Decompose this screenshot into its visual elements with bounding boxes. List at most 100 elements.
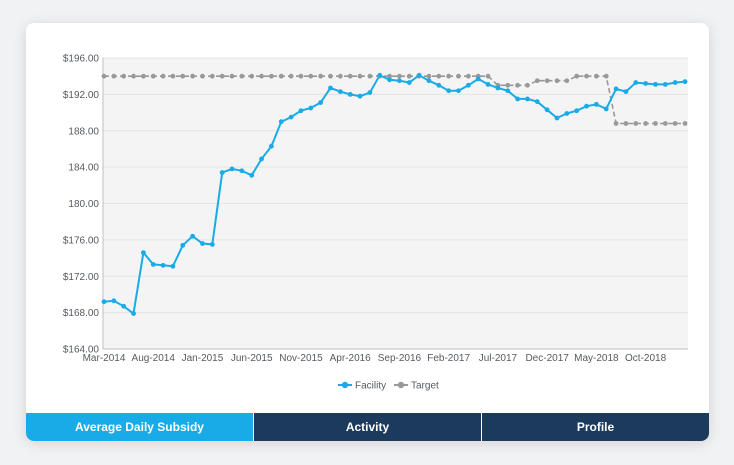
data-point-facility bbox=[436, 82, 442, 88]
legend-label-facility[interactable]: Facility bbox=[355, 381, 386, 392]
x-tick-label: Oct-2018 bbox=[625, 353, 667, 364]
data-point-target bbox=[131, 73, 136, 79]
y-tick-label: 180.00 bbox=[68, 199, 99, 210]
data-point-facility bbox=[682, 79, 688, 85]
data-point-facility bbox=[347, 91, 353, 97]
data-point-target bbox=[209, 73, 215, 79]
data-point-facility bbox=[446, 88, 452, 94]
y-tick-label: $176.00 bbox=[63, 235, 100, 246]
data-point-target bbox=[515, 82, 520, 88]
data-point-facility bbox=[593, 101, 599, 107]
data-point-target bbox=[397, 73, 402, 79]
legend: Facility Target bbox=[338, 381, 439, 392]
data-point-target bbox=[436, 73, 442, 79]
data-point-target bbox=[347, 73, 353, 79]
data-point-facility bbox=[308, 105, 314, 111]
data-point-target bbox=[318, 73, 324, 79]
data-point-target bbox=[229, 73, 235, 79]
data-point-target bbox=[593, 73, 599, 79]
y-tick-label: $196.00 bbox=[63, 54, 100, 65]
data-point-facility bbox=[219, 170, 225, 175]
data-point-target bbox=[367, 73, 373, 79]
data-point-facility bbox=[337, 89, 343, 95]
data-point-facility bbox=[190, 233, 196, 239]
data-point-target bbox=[682, 121, 688, 126]
tab-average-daily-subsidy[interactable]: Average Daily Subsidy bbox=[26, 413, 253, 441]
data-point-facility bbox=[584, 103, 589, 109]
data-point-target bbox=[426, 73, 432, 79]
data-point-facility bbox=[662, 81, 668, 87]
data-point-target bbox=[623, 121, 629, 126]
data-point-facility bbox=[525, 96, 530, 102]
tab-activity[interactable]: Activity bbox=[253, 413, 481, 441]
data-point-target bbox=[357, 73, 363, 79]
x-tick-label: Nov-2015 bbox=[279, 353, 323, 364]
data-point-facility bbox=[209, 242, 215, 247]
data-point-target bbox=[465, 73, 471, 79]
data-point-facility bbox=[544, 107, 550, 113]
data-point-target bbox=[278, 73, 284, 79]
y-tick-label: 184.00 bbox=[68, 163, 99, 174]
chart-card: $196.00 $192.00 188.00 184.00 180.00 $176.00 $… bbox=[26, 23, 709, 441]
data-point-facility bbox=[633, 80, 639, 85]
data-point-facility bbox=[200, 241, 205, 246]
x-tick-label: Jun-2015 bbox=[231, 353, 273, 364]
data-point-target bbox=[200, 73, 205, 79]
data-point-facility bbox=[475, 76, 481, 82]
data-point-target bbox=[406, 73, 412, 79]
data-point-target bbox=[672, 121, 678, 126]
legend-marker-facility bbox=[341, 381, 349, 389]
tab-profile[interactable]: Profile bbox=[481, 413, 709, 441]
data-point-facility bbox=[328, 85, 333, 91]
data-point-facility bbox=[288, 114, 294, 120]
data-point-facility bbox=[397, 78, 402, 84]
data-point-target bbox=[328, 73, 333, 79]
data-point-target bbox=[111, 73, 117, 79]
data-point-target bbox=[160, 73, 166, 79]
data-point-facility bbox=[140, 250, 146, 256]
data-point-target bbox=[298, 73, 304, 79]
data-point-target bbox=[603, 73, 609, 79]
data-point-target bbox=[140, 73, 146, 79]
line-chart: $196.00 $192.00 188.00 184.00 180.00 $176.00 $… bbox=[63, 54, 688, 392]
data-point-target bbox=[190, 73, 196, 79]
data-point-target bbox=[121, 73, 127, 79]
data-point-target bbox=[534, 78, 540, 84]
data-point-target bbox=[180, 73, 186, 79]
data-point-target bbox=[337, 73, 343, 79]
data-point-target bbox=[662, 121, 668, 126]
data-point-facility bbox=[387, 77, 392, 83]
data-point-facility bbox=[377, 72, 383, 78]
data-point-facility bbox=[574, 108, 580, 114]
data-point-facility bbox=[357, 93, 363, 99]
data-point-facility bbox=[653, 81, 658, 87]
x-tick-label: Jan-2015 bbox=[182, 353, 224, 364]
x-tick-label: Jul-2017 bbox=[479, 353, 518, 364]
data-point-target bbox=[485, 73, 491, 79]
data-point-target bbox=[525, 82, 530, 88]
data-point-facility bbox=[298, 108, 304, 114]
data-point-facility bbox=[603, 106, 609, 112]
data-point-facility bbox=[613, 86, 619, 92]
data-point-target bbox=[584, 73, 589, 79]
tab-bar: Average Daily Subsidy Activity Profile bbox=[26, 413, 709, 441]
data-point-facility bbox=[465, 82, 471, 88]
data-point-facility bbox=[180, 242, 186, 248]
data-point-facility bbox=[416, 72, 422, 78]
data-point-target bbox=[554, 78, 560, 84]
y-tick-label: $192.00 bbox=[63, 90, 100, 101]
data-point-facility bbox=[623, 89, 629, 95]
data-point-facility bbox=[101, 299, 107, 305]
data-point-facility bbox=[170, 263, 176, 269]
data-point-facility bbox=[495, 85, 501, 91]
legend-label-target[interactable]: Target bbox=[411, 381, 439, 392]
data-point-facility bbox=[367, 90, 373, 95]
data-point-target bbox=[387, 73, 392, 79]
data-point-facility bbox=[485, 81, 491, 87]
data-point-target bbox=[643, 121, 649, 126]
y-tick-label: $168.00 bbox=[63, 308, 100, 319]
data-point-facility bbox=[564, 111, 570, 116]
data-point-facility bbox=[554, 115, 560, 121]
y-tick-label: $164.00 bbox=[63, 345, 100, 356]
y-tick-label: 188.00 bbox=[68, 126, 99, 137]
